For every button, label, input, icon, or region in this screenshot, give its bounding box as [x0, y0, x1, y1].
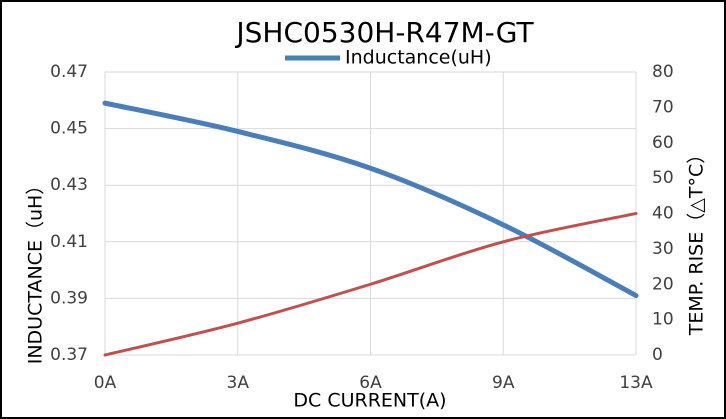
series-line	[102, 100, 639, 299]
x-tick-label: 0A	[94, 373, 117, 393]
y2-tick-label: 0	[652, 345, 663, 365]
y-tick-label: 0.45	[50, 119, 88, 139]
legend-label: Inductance(uH)	[345, 47, 492, 69]
x-tick-label: 6A	[359, 373, 382, 393]
y-tick-label: 0.43	[50, 175, 88, 195]
y2-tick-label: 10	[652, 310, 674, 330]
x-tick-label: 9A	[492, 373, 515, 393]
y2-tick-label: 70	[652, 97, 674, 117]
series-line	[103, 212, 638, 357]
y-tick-label: 0.39	[50, 288, 88, 308]
y-axis-label: INDUCTANCE（uH）	[25, 176, 47, 365]
y2-tick-label: 80	[652, 62, 674, 82]
chart-title: JSHC0530H-R47M-GT	[234, 16, 534, 49]
y2-tick-label: 50	[652, 168, 674, 188]
y2-axis-label: TEMP. RISE（△T°C）	[686, 145, 708, 336]
y-tick-label: 0.37	[50, 345, 88, 365]
y2-tick-label: 20	[652, 274, 674, 294]
x-axis-label: DC CURRENT(A)	[293, 390, 446, 412]
y-tick-label: 0.41	[50, 232, 88, 252]
y-tick-label: 0.47	[50, 62, 88, 82]
y2-tick-label: 60	[652, 133, 674, 153]
x-tick-label: 13A	[619, 373, 653, 393]
y2-tick-label: 30	[652, 239, 674, 259]
x-tick-label: 3A	[227, 373, 250, 393]
y2-tick-label: 40	[652, 204, 674, 224]
